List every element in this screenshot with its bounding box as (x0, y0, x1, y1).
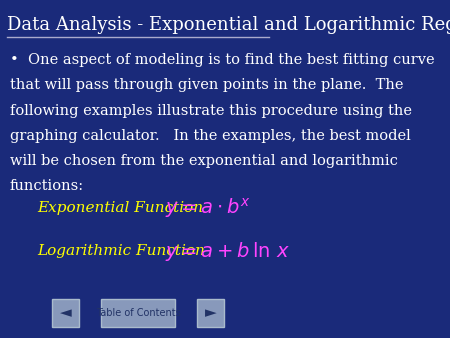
Text: ◄: ◄ (60, 305, 72, 320)
Text: following examples illustrate this procedure using the: following examples illustrate this proce… (9, 104, 412, 118)
Text: $y = a + b\,\ln\, x$: $y = a + b\,\ln\, x$ (166, 240, 291, 263)
Text: •  One aspect of modeling is to find the best fitting curve: • One aspect of modeling is to find the … (9, 53, 434, 67)
Text: Data Analysis - Exponential and Logarithmic Regression: Data Analysis - Exponential and Logarith… (7, 17, 450, 34)
FancyBboxPatch shape (101, 299, 175, 327)
Text: Logarithmic Function: Logarithmic Function (37, 244, 205, 258)
Text: Exponential Function: Exponential Function (37, 200, 203, 215)
Text: Table of Contents: Table of Contents (96, 308, 180, 318)
Text: $y = a \cdot b^{x}$: $y = a \cdot b^{x}$ (166, 196, 251, 220)
Text: graphing calculator.   In the examples, the best model: graphing calculator. In the examples, th… (9, 129, 410, 143)
Text: will be chosen from the exponential and logarithmic: will be chosen from the exponential and … (9, 154, 397, 168)
FancyBboxPatch shape (197, 299, 224, 327)
Text: functions:: functions: (9, 179, 84, 193)
FancyBboxPatch shape (52, 299, 79, 327)
Text: that will pass through given points in the plane.  The: that will pass through given points in t… (9, 78, 403, 93)
Text: ►: ► (205, 305, 216, 320)
